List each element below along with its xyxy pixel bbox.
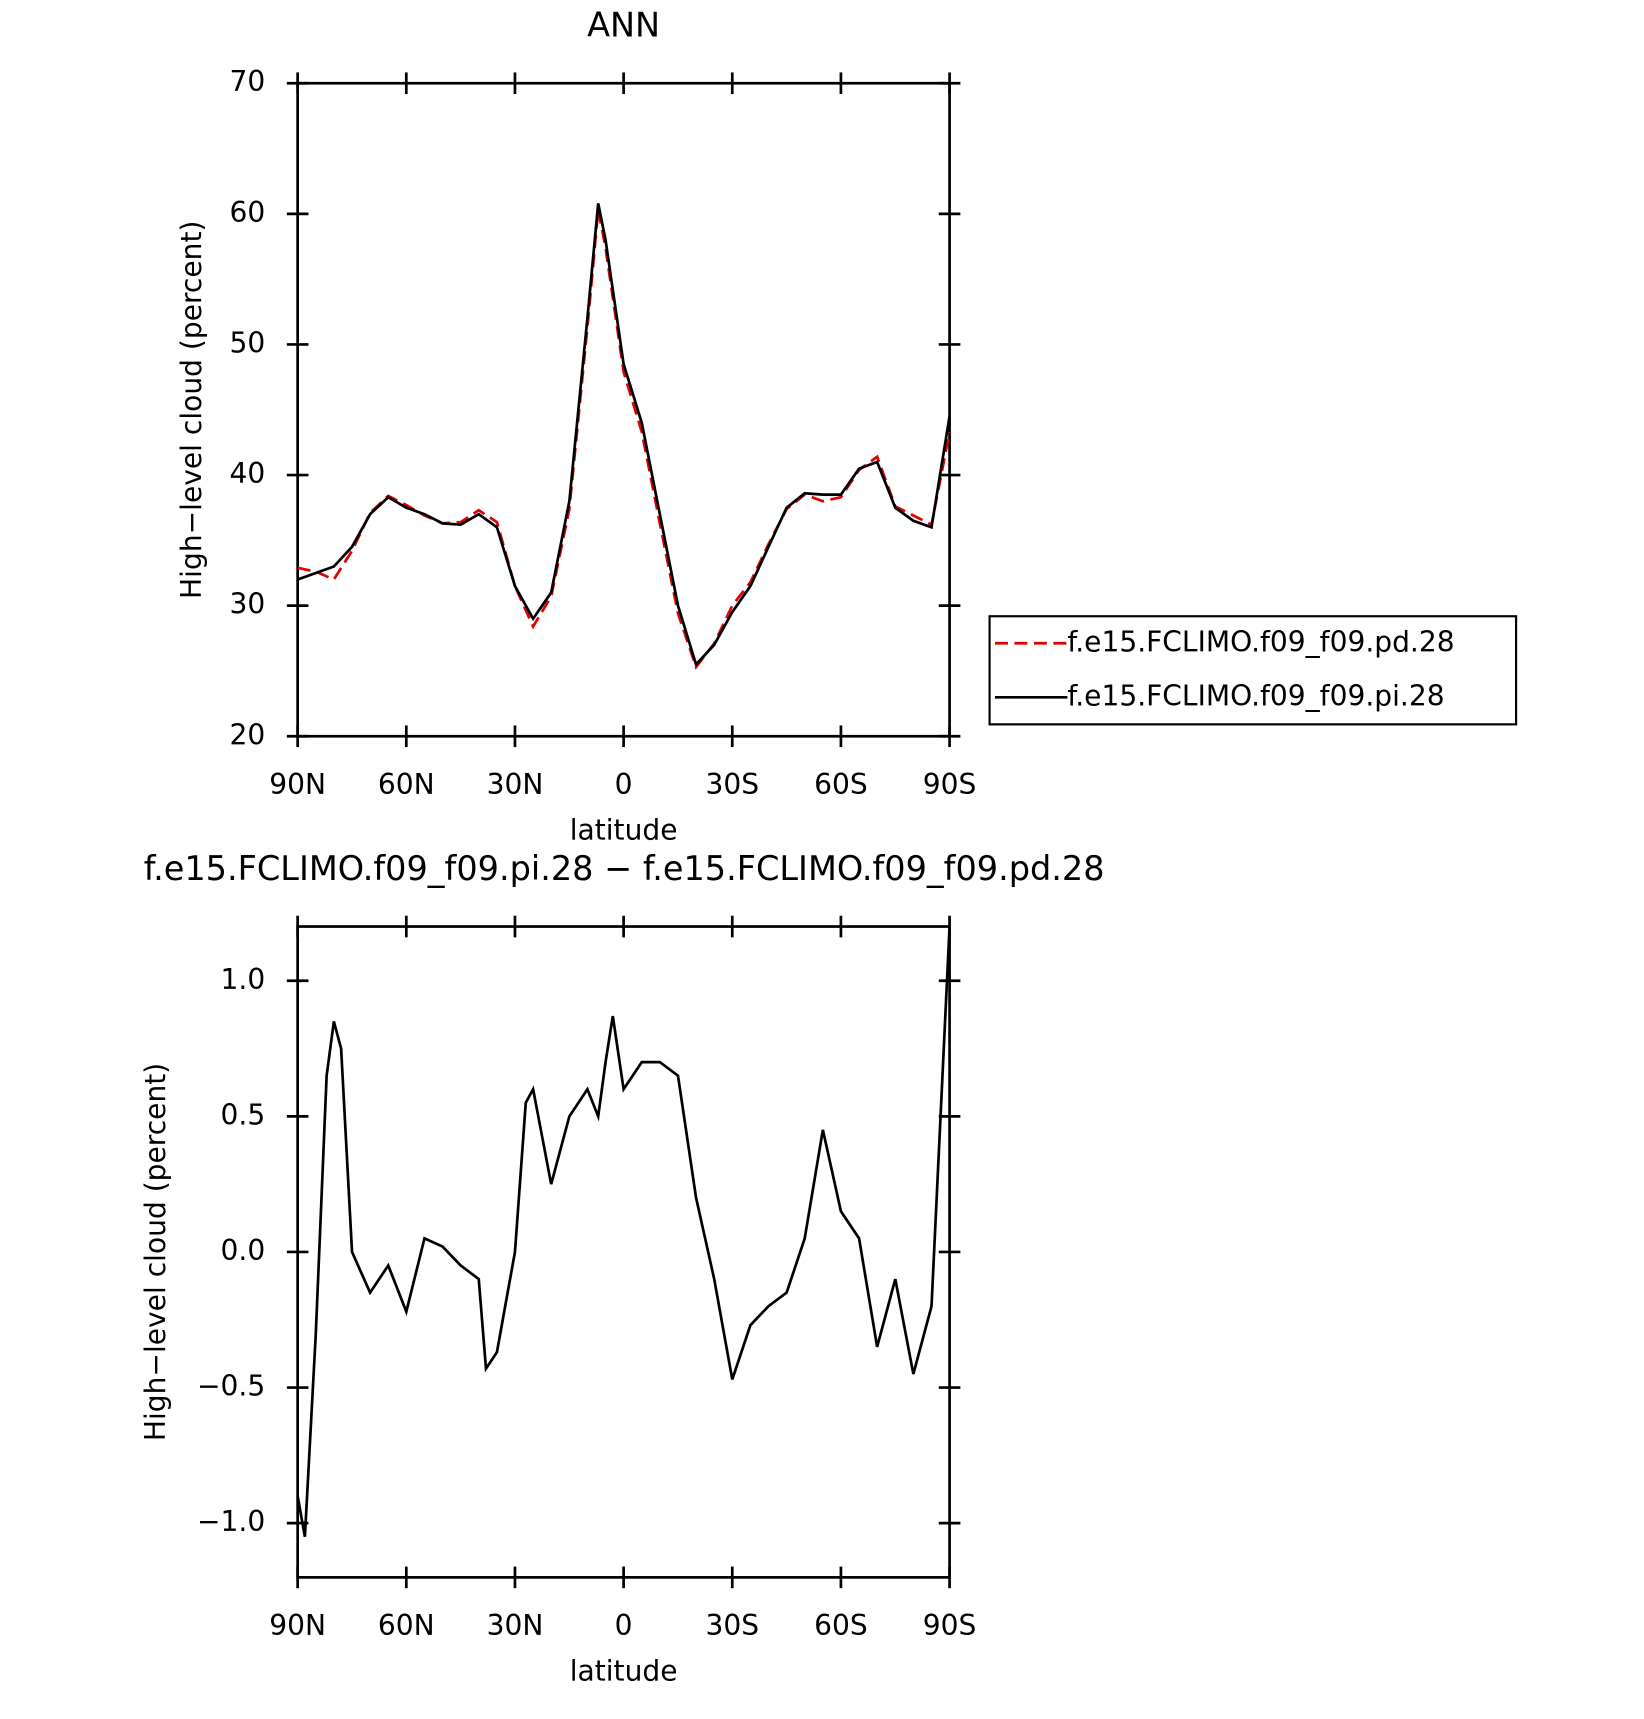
y-tick-label: 1.0 — [221, 963, 266, 996]
y-axis-label: High−level cloud (percent) — [175, 221, 208, 599]
y-axis-label: High−level cloud (percent) — [139, 1063, 172, 1441]
legend-box — [988, 615, 1518, 726]
data-line — [297, 209, 951, 670]
y-tick-label: 60 — [229, 196, 265, 229]
x-tick-label: 60N — [378, 768, 435, 801]
y-tick-label: −0.5 — [197, 1370, 265, 1403]
x-tick-label: 90N — [269, 1609, 326, 1642]
x-tick-label: 30S — [705, 768, 759, 801]
x-tick-label: 60S — [814, 768, 868, 801]
x-axis-label: latitude — [570, 1655, 678, 1688]
chart-title: f.e15.FCLIMO.f09_f09.pi.28 − f.e15.FCLIM… — [144, 849, 1105, 888]
x-tick-label: 30N — [487, 1609, 544, 1642]
legend-label: f.e15.FCLIMO.f09_f09.pi.28 — [1067, 679, 1444, 712]
x-tick-label: 60S — [814, 1609, 868, 1642]
legend-label: f.e15.FCLIMO.f09_f09.pd.28 — [1067, 625, 1454, 658]
y-tick-label: 0.0 — [221, 1234, 266, 1267]
y-tick-label: −1.0 — [197, 1505, 265, 1538]
y-tick-label: 50 — [229, 326, 265, 359]
chart-title: ANN — [587, 6, 660, 45]
x-tick-label: 90N — [269, 768, 326, 801]
y-tick-label: 40 — [229, 457, 265, 490]
y-tick-label: 70 — [229, 65, 265, 98]
x-axis-label: latitude — [570, 813, 678, 846]
y-tick-label: 30 — [229, 588, 265, 621]
y-tick-label: 0.5 — [221, 1098, 266, 1131]
data-line — [296, 926, 951, 1537]
plot-frame — [296, 925, 951, 1579]
x-tick-label: 90S — [923, 1609, 977, 1642]
x-tick-label: 60N — [378, 1609, 435, 1642]
plot-frame — [296, 81, 951, 738]
x-tick-label: 90S — [923, 768, 977, 801]
x-tick-label: 30N — [487, 768, 544, 801]
y-tick-label: 20 — [229, 718, 265, 751]
x-tick-label: 0 — [615, 1609, 633, 1642]
x-tick-label: 0 — [615, 768, 633, 801]
x-tick-label: 30S — [705, 1609, 759, 1642]
data-line — [297, 203, 951, 668]
